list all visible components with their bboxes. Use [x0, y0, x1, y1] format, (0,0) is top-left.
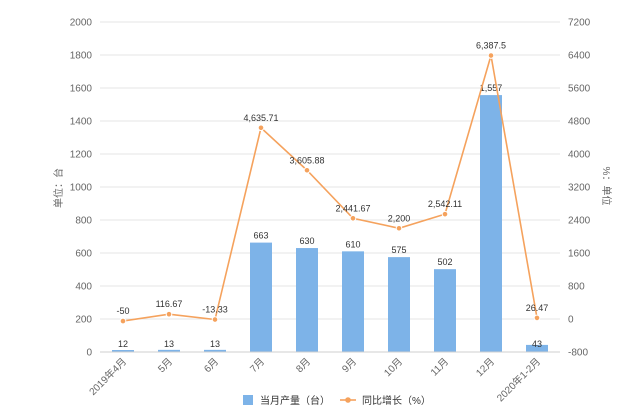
series-line — [122, 55, 538, 322]
bar — [204, 349, 226, 352]
left-axis: 0 200 400 600 800 1000 1200 1400 1600 1800 2000 — [70, 18, 93, 359]
x-tick-label: 8月 — [294, 356, 313, 375]
left-tick-label: 1600 — [70, 84, 93, 95]
line-data-label: 2,441.67 — [335, 203, 370, 213]
bar — [250, 242, 272, 352]
line-point — [165, 310, 173, 318]
right-tick-label: 7200 — [568, 18, 591, 29]
bar-data-label: 13 — [164, 339, 174, 349]
bar-data-label: 630 — [299, 236, 314, 246]
bar-data-label: 575 — [391, 245, 406, 255]
right-tick-label: 800 — [568, 282, 585, 293]
bar-series: 12 13 13 663 630 610 575 502 1,557 43 — [112, 83, 548, 352]
bar — [526, 344, 548, 352]
line-data-label: 2,200 — [388, 213, 411, 223]
x-tick-label: 10月 — [382, 356, 405, 379]
legend-swatch-bar — [243, 395, 253, 405]
line-point — [349, 214, 357, 222]
legend: 当月产量（台） 同比增长（%） — [243, 394, 431, 407]
x-tick-label: 5月 — [156, 356, 175, 375]
bar — [296, 248, 318, 352]
x-tick-label: 2020年1-2月 — [494, 355, 543, 404]
bar-data-label: 663 — [253, 231, 268, 241]
line-point — [395, 224, 403, 232]
right-tick-label: 6400 — [568, 51, 591, 62]
bar-data-label: 1,557 — [480, 83, 503, 93]
left-tick-label: 600 — [75, 249, 92, 260]
line-data-label: 26.47 — [526, 303, 549, 313]
line-point — [533, 314, 541, 322]
x-tick-label: 12月 — [474, 356, 497, 379]
line-data-label: 6,387.5 — [476, 41, 506, 51]
grid-lines — [100, 21, 560, 353]
line-data-label: -50 — [116, 306, 129, 316]
left-tick-label: 400 — [75, 282, 92, 293]
legend-label-bar: 当月产量（台） — [260, 394, 330, 407]
right-axis: -800 0 800 1600 2400 3200 4000 4800 5600 6400 7200 — [568, 18, 591, 359]
bar-data-label: 43 — [532, 339, 542, 349]
bar — [158, 349, 180, 352]
line-data-label: 116.67 — [156, 299, 183, 309]
x-tick-label: 6月 — [202, 356, 221, 375]
line-point — [211, 316, 219, 323]
right-tick-label: 3200 — [568, 183, 591, 194]
left-tick-label: 2000 — [70, 18, 93, 29]
bar-data-label: 12 — [118, 339, 128, 349]
left-axis-title: 单位：台 — [52, 168, 65, 208]
bar — [112, 350, 134, 352]
left-tick-label: 1400 — [70, 117, 93, 128]
x-tick-label: 2019年4月 — [86, 355, 129, 398]
left-tick-label: 800 — [75, 216, 92, 227]
left-tick-label: 1800 — [70, 51, 93, 62]
bar-data-label: 13 — [210, 339, 220, 349]
right-tick-label: 4800 — [568, 117, 591, 128]
legend-marker-line — [345, 397, 351, 403]
x-tick-label: 7月 — [248, 356, 267, 375]
left-tick-label: 0 — [86, 348, 92, 359]
line-data-label: 3,605.88 — [289, 155, 324, 165]
right-tick-label: 2400 — [568, 216, 591, 227]
x-tick-label: 9月 — [340, 356, 359, 375]
bar-data-label: 610 — [345, 239, 360, 249]
right-tick-label: 0 — [568, 315, 574, 326]
bar — [388, 257, 410, 352]
line-point — [257, 124, 265, 132]
line-point — [487, 52, 495, 59]
left-tick-label: 1200 — [70, 150, 93, 161]
right-tick-label: -800 — [568, 348, 588, 359]
right-tick-label: 1600 — [568, 249, 591, 260]
bar — [480, 95, 502, 352]
right-tick-label: 5600 — [568, 84, 591, 95]
line-data-label: 2,542.11 — [428, 199, 462, 209]
line-point — [441, 210, 449, 218]
bar — [342, 251, 364, 352]
left-tick-label: 200 — [75, 315, 92, 326]
bar — [434, 269, 456, 352]
left-tick-label: 1000 — [70, 183, 93, 194]
line-data-label: -13.33 — [202, 305, 228, 315]
line-point — [303, 166, 311, 174]
line-series: -50 116.67 -13.33 4,635.71 3,605.88 2,441.67 2… — [116, 41, 549, 325]
bar-data-label: 502 — [437, 257, 452, 267]
line-point — [119, 317, 127, 325]
right-axis-title: %：单位 — [600, 167, 613, 206]
x-tick-label: 11月 — [428, 356, 451, 379]
right-tick-label: 4000 — [568, 150, 591, 161]
line-data-label: 4,635.71 — [243, 113, 278, 123]
legend-label-line: 同比增长（%） — [362, 394, 431, 407]
